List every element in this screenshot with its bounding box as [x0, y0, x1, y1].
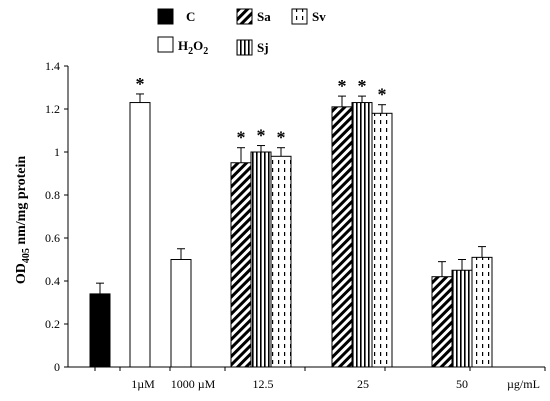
- x-category-labels: 1µM 1000 µM 12.5 25 50: [131, 377, 468, 391]
- x-category-label: 1000 µM: [171, 377, 216, 391]
- y-tick-label: 0.4: [45, 274, 60, 288]
- significance-marker: *: [358, 76, 367, 96]
- x-unit-label: µg/mL: [507, 377, 540, 391]
- bar: [129, 102, 151, 368]
- bar: [331, 106, 353, 368]
- legend-swatch: [157, 8, 174, 25]
- legend-swatch: [157, 36, 174, 53]
- legend-swatch: [291, 8, 308, 25]
- bar: [371, 112, 393, 368]
- legend-label: Sv: [312, 9, 326, 24]
- significance-marker: *: [237, 128, 246, 148]
- significance-marker: *: [136, 74, 145, 94]
- bar: [250, 151, 272, 368]
- x-category-label: 12.5: [253, 377, 274, 391]
- bar: [431, 276, 453, 368]
- bars-layer: * * * * * * *: [89, 74, 493, 368]
- x-category-label: 1µM: [131, 377, 155, 391]
- legend-label: Sa: [257, 9, 271, 24]
- chart-legend: C H2O2 Sa Sj Sv: [157, 8, 326, 57]
- y-axis-label: OD405 nm/mg protein: [14, 156, 32, 285]
- legend-label: Sj: [257, 40, 269, 55]
- significance-marker: *: [277, 128, 286, 148]
- significance-marker: *: [378, 85, 387, 105]
- bar: [451, 269, 473, 368]
- x-category-label: 50: [456, 377, 468, 391]
- bar: [471, 256, 493, 368]
- legend-swatch: [236, 39, 253, 56]
- y-axis: 0 0.2 0.4 0.6 0.8 1 1.2 1.4: [45, 59, 69, 374]
- legend-label: H2O2: [178, 38, 208, 57]
- y-tick-label: 1.4: [45, 59, 60, 73]
- bar: [270, 155, 292, 368]
- x-axis: [68, 366, 546, 371]
- y-tick-label: 0.2: [45, 317, 60, 331]
- legend-swatch: [236, 8, 253, 25]
- y-tick-label: 0.6: [45, 231, 60, 245]
- significance-marker: *: [257, 126, 266, 146]
- bar: [230, 162, 252, 368]
- bar: [89, 293, 111, 368]
- x-category-label: 25: [357, 377, 369, 391]
- bar: [170, 259, 192, 368]
- y-tick-label: 1.2: [45, 102, 60, 116]
- y-tick-label: 0: [54, 360, 60, 374]
- significance-marker: *: [338, 76, 347, 96]
- y-tick-label: 0.8: [45, 188, 60, 202]
- y-tick-label: 1: [54, 145, 60, 159]
- bar: [351, 102, 373, 368]
- legend-label: C: [186, 9, 195, 24]
